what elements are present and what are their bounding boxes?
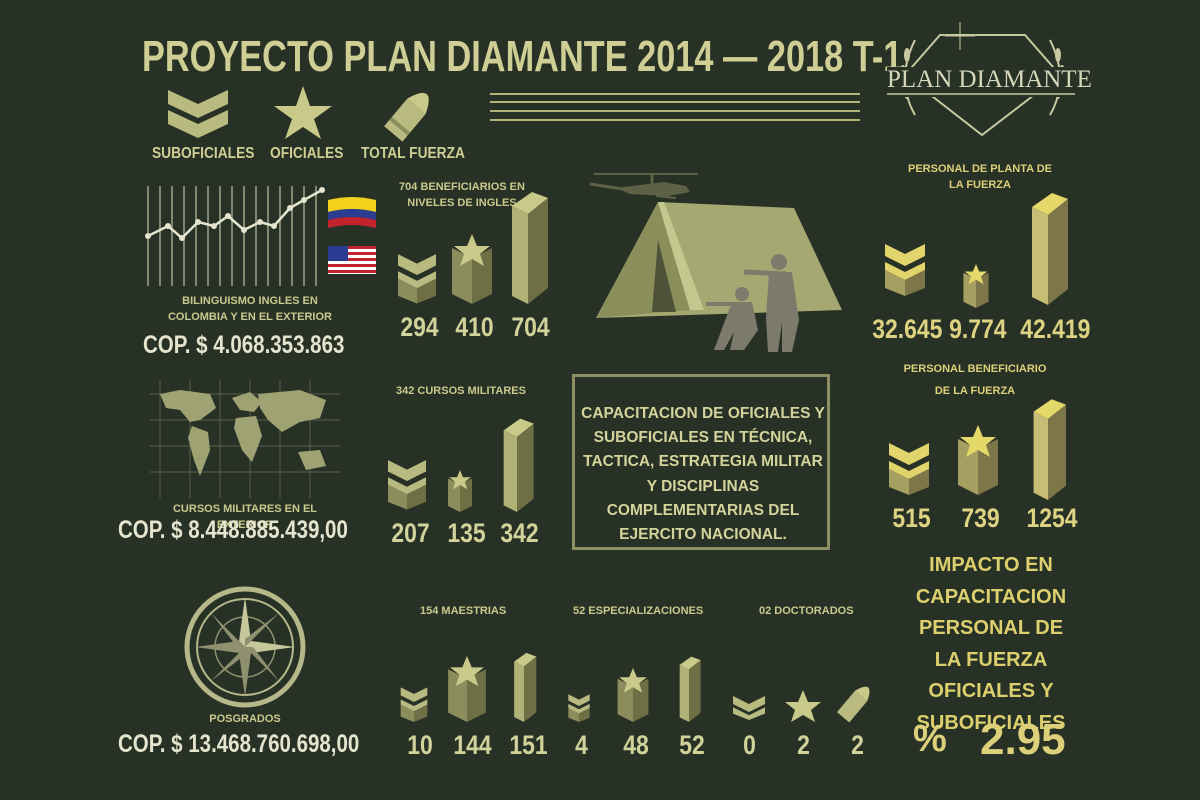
planta-value-oficiales: 9.774 bbox=[949, 314, 1007, 344]
doctorados-value-suboficiales: 0 bbox=[743, 730, 756, 760]
bilinguismo-value-oficiales: 410 bbox=[455, 312, 494, 342]
especializaciones-heading: 52 ESPECIALIZACIONES bbox=[573, 605, 704, 617]
cursos-value-oficiales: 135 bbox=[447, 518, 486, 548]
tent-illustration bbox=[596, 202, 842, 352]
bar-total-maestrias bbox=[504, 648, 544, 722]
logo-underline bbox=[887, 93, 1075, 95]
bilinguismo-label-2: COLOMBIA Y EN EL EXTERIOR bbox=[167, 311, 332, 323]
bilinguismo-value-total: 704 bbox=[511, 312, 550, 342]
logo-text: PLAN DIAMANTE bbox=[887, 66, 1092, 93]
doctorados-heading: 02 DOCTORADOS bbox=[759, 605, 854, 617]
bar-total-especializaciones bbox=[669, 652, 709, 722]
bar-oficiales-bilinguismo bbox=[452, 234, 492, 304]
posgrados-label: POSGRADOS bbox=[209, 713, 281, 725]
bullet-icon bbox=[384, 92, 429, 142]
description-box bbox=[572, 374, 830, 550]
legend-suboficiales: SUBOFICIALES bbox=[152, 145, 255, 162]
line-chart-graphic bbox=[145, 186, 325, 286]
doctorados-value-total: 2 bbox=[851, 730, 864, 760]
impact-text: IMPACTO EN CAPACITACION PERSONAL DE LA F… bbox=[915, 554, 1067, 734]
bar-total-bilinguismo bbox=[508, 184, 548, 304]
bar-oficiales-doctorados bbox=[785, 690, 821, 722]
maestrias-value-total: 151 bbox=[509, 730, 548, 760]
planta-value-suboficiales: 32.645 bbox=[872, 314, 943, 344]
bar-total-cursos bbox=[497, 412, 537, 512]
helicopter-icon bbox=[589, 173, 698, 199]
especializaciones-value-oficiales: 48 bbox=[623, 730, 649, 760]
plan-diamante-logo bbox=[887, 22, 1077, 137]
beneficiario-heading-1: PERSONAL BENEFICIARIO bbox=[903, 363, 1047, 375]
beneficiario-value-total: 1254 bbox=[1026, 503, 1078, 533]
page-title: PROYECTO PLAN DIAMANTE 2014 — 2018 T-1 bbox=[142, 32, 903, 81]
bar-suboficiales-beneficiario bbox=[889, 430, 929, 500]
bar-oficiales-especializaciones bbox=[613, 668, 653, 722]
decorative-lines bbox=[490, 93, 860, 121]
bar-suboficiales-bilinguismo bbox=[398, 246, 436, 304]
legend-oficiales: OFICIALES bbox=[270, 145, 344, 162]
impact-percent-symbol: % bbox=[913, 718, 947, 760]
compass-icon bbox=[184, 586, 306, 708]
chevron-rank-icon bbox=[168, 90, 228, 138]
world-map-graphic bbox=[150, 380, 340, 498]
cursos-label: CURSOS MILITARES EN EL EXTERIOR bbox=[172, 503, 318, 531]
impact-value: 2.95 bbox=[980, 715, 1066, 764]
planta-heading: PERSONAL DE PLANTA DE LA FUERZA bbox=[907, 163, 1053, 191]
colombia-flag-icon bbox=[328, 197, 376, 228]
bar-oficiales-maestrias bbox=[448, 656, 486, 722]
especializaciones-value-suboficiales: 4 bbox=[575, 730, 588, 760]
beneficiario-value-oficiales: 739 bbox=[961, 503, 1000, 533]
bar-suboficiales-doctorados bbox=[733, 696, 765, 720]
bar-oficiales-cursos bbox=[440, 470, 480, 512]
cursos-value-suboficiales: 207 bbox=[391, 518, 430, 548]
bar-suboficiales-cursos bbox=[388, 450, 426, 512]
bar-total-planta bbox=[1028, 184, 1068, 306]
maestrias-value-oficiales: 144 bbox=[453, 730, 492, 760]
legend-total-fuerza: TOTAL FUERZA bbox=[361, 145, 465, 162]
maestrias-value-suboficiales: 10 bbox=[407, 730, 433, 760]
bilinguismo-value-suboficiales: 294 bbox=[400, 312, 439, 342]
cursos-value-total: 342 bbox=[500, 518, 539, 548]
beneficiario-heading-2: DE LA FUERZA bbox=[934, 385, 1016, 397]
description-text: CAPACITACION DE OFICIALES Y SUBOFICIALES… bbox=[581, 405, 825, 543]
cursos-cost: COP. $ 8.448.885.439,00 bbox=[118, 516, 348, 544]
posgrados-cost: COP. $ 13.468.760.698,00 bbox=[118, 730, 360, 758]
bar-oficiales-planta bbox=[956, 264, 996, 308]
usa-flag-icon bbox=[328, 246, 376, 274]
planta-value-total: 42.419 bbox=[1020, 314, 1091, 344]
bilinguismo-label-1: BILINGUISMO INGLES EN bbox=[182, 295, 318, 307]
bilinguismo-cost: COP. $ 4.068.353.863 bbox=[143, 331, 345, 359]
beneficiario-value-suboficiales: 515 bbox=[892, 503, 931, 533]
bilinguismo-heading: 704 BENEFICIARIOS EN NIVELES DE INGLES bbox=[399, 181, 525, 209]
especializaciones-value-total: 52 bbox=[679, 730, 705, 760]
bar-suboficiales-especializaciones bbox=[563, 690, 595, 722]
bar-total-beneficiario bbox=[1028, 392, 1068, 500]
bar-suboficiales-planta bbox=[885, 226, 925, 306]
star-icon bbox=[274, 86, 332, 139]
bar-suboficiales-maestrias bbox=[398, 682, 430, 722]
maestrias-heading: 154 MAESTRIAS bbox=[420, 605, 507, 617]
bar-oficiales-beneficiario bbox=[958, 420, 998, 500]
cursos-heading: 342 CURSOS MILITARES bbox=[396, 385, 526, 397]
doctorados-value-oficiales: 2 bbox=[797, 730, 810, 760]
bullet-doctorados-icon bbox=[837, 686, 870, 723]
